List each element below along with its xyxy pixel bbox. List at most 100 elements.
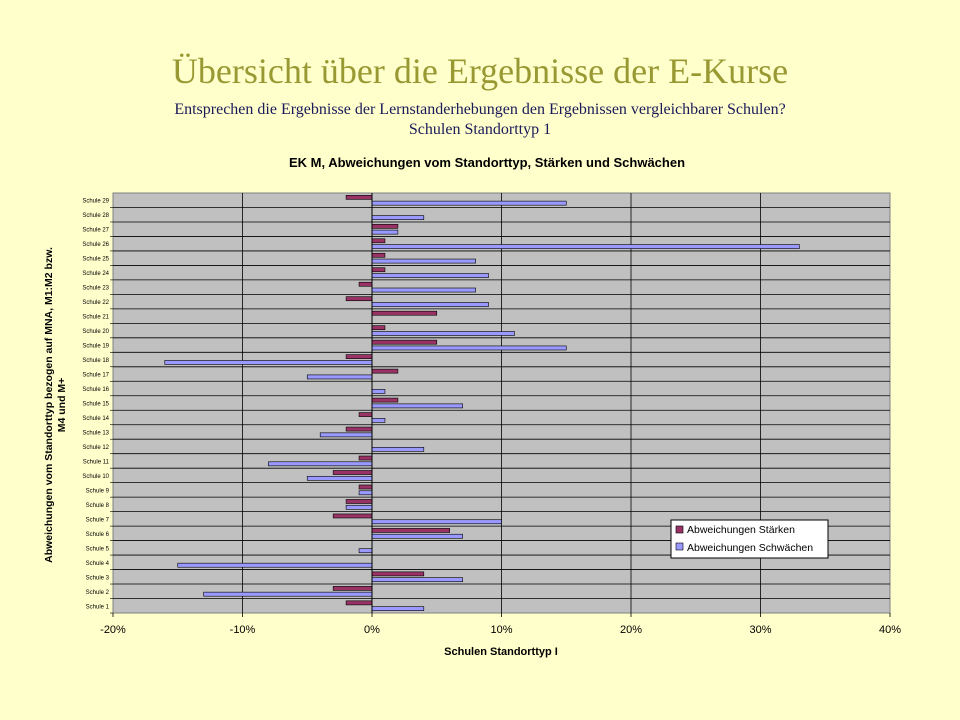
y-tick-label: Schule 3 bbox=[86, 575, 110, 581]
bar-staerken bbox=[358, 281, 373, 287]
y-tick-label: Schule 6 bbox=[86, 532, 110, 538]
bar-staerken bbox=[345, 426, 373, 432]
bar-staerken bbox=[332, 586, 373, 591]
y-axis-label-line1: Abweichungen vom Standorttyp bezogen auf… bbox=[43, 247, 55, 563]
y-tick-label: Schule 24 bbox=[82, 271, 109, 277]
y-tick-label: Schule 11 bbox=[83, 459, 110, 465]
bar-schwaechen bbox=[371, 215, 425, 220]
bar-schwaechen bbox=[345, 504, 373, 510]
bar-schwaechen bbox=[306, 374, 373, 380]
slide-subtitle: Entsprechen die Ergebnisse der Lernstand… bbox=[0, 100, 960, 140]
x-tick-labels: -20% -10% 0% 10% 20% 30% 40% bbox=[100, 613, 901, 636]
y-tick-label: Schule 26 bbox=[82, 242, 109, 248]
y-tick-label: Schule 21 bbox=[82, 315, 109, 321]
x-tick-label: 40% bbox=[879, 624, 901, 636]
chart-title: EK M, Abweichungen vom Standorttyp, Stär… bbox=[289, 155, 685, 170]
bar-staerken bbox=[371, 339, 438, 345]
y-tick-label: Schule 25 bbox=[82, 257, 109, 263]
legend-label-schwaechen: Abweichungen Schwächen bbox=[687, 542, 813, 554]
y-tick-label: Schule 20 bbox=[82, 329, 109, 335]
bar-schwaechen bbox=[371, 345, 567, 351]
y-tick-label: Schule 12 bbox=[82, 445, 109, 451]
y-tick-labels: Schule 1 Schule 2 Schule 3 Schule 4 Schule 5… bbox=[82, 199, 113, 614]
bar-staerken bbox=[371, 571, 425, 577]
x-tick-label: 30% bbox=[749, 624, 771, 636]
subtitle-school-type: Schulen Standorttyp 1 bbox=[408, 121, 552, 138]
bar-schwaechen bbox=[177, 562, 373, 568]
bar-schwaechen bbox=[371, 533, 463, 539]
bar-schwaechen bbox=[371, 403, 463, 409]
bar-schwaechen bbox=[203, 591, 373, 597]
y-tick-label: Schule 7 bbox=[86, 517, 110, 523]
bar-schwaechen bbox=[371, 302, 489, 307]
y-tick-label: Schule 29 bbox=[82, 199, 109, 205]
bar-staerken bbox=[332, 470, 373, 475]
y-tick-label: Schule 5 bbox=[86, 546, 110, 552]
y-tick-label: Schule 2 bbox=[86, 590, 110, 596]
bar-schwaechen bbox=[371, 606, 425, 611]
bar-staerken bbox=[371, 325, 386, 331]
bar-schwaechen bbox=[306, 475, 373, 481]
bar-schwaechen bbox=[358, 490, 373, 496]
bar-schwaechen bbox=[164, 360, 373, 365]
y-tick-label: Schule 23 bbox=[82, 286, 109, 292]
bar-staerken bbox=[371, 368, 399, 374]
y-tick-label: Schule 18 bbox=[82, 358, 109, 364]
bar-schwaechen bbox=[371, 447, 425, 452]
legend-swatch-staerken bbox=[675, 525, 684, 534]
bar-staerken bbox=[371, 397, 399, 403]
y-tick-label: Schule 22 bbox=[82, 300, 109, 306]
y-tick-label: Schule 13 bbox=[82, 430, 109, 436]
y-tick-label: Schule 17 bbox=[82, 373, 109, 379]
bar-schwaechen bbox=[371, 229, 399, 235]
y-axis-label: Abweichungen vom Standorttyp bezogen auf… bbox=[43, 247, 68, 563]
bar-staerken bbox=[345, 195, 373, 200]
bar-staerken bbox=[345, 499, 373, 504]
bar-schwaechen bbox=[358, 548, 373, 554]
y-tick-label: Schule 1 bbox=[86, 604, 110, 610]
bar-staerken bbox=[371, 223, 399, 229]
bar-staerken bbox=[345, 354, 373, 359]
bar-schwaechen bbox=[371, 287, 476, 293]
bar-staerken bbox=[358, 455, 373, 461]
bar-schwaechen bbox=[371, 519, 502, 525]
bar-staerken bbox=[371, 528, 450, 533]
x-tick-label: 20% bbox=[620, 624, 642, 636]
y-tick-label: Schule 10 bbox=[82, 474, 109, 480]
bar-staerken bbox=[371, 267, 386, 273]
x-tick-label: 0% bbox=[364, 624, 380, 636]
y-tick-label: Schule 19 bbox=[82, 344, 109, 350]
bars bbox=[164, 193, 800, 613]
y-tick-label: Schule 27 bbox=[82, 228, 109, 234]
y-tick-label: Schule 16 bbox=[82, 387, 109, 393]
bar-staerken bbox=[371, 310, 438, 316]
legend-box bbox=[670, 519, 829, 559]
legend: Abweichungen Stärken Abweichungen Schwäc… bbox=[670, 519, 829, 559]
x-axis-label: Schulen Standorttyp I bbox=[444, 646, 558, 658]
bar-schwaechen bbox=[371, 273, 489, 278]
bar-staerken bbox=[358, 412, 373, 417]
legend-label-staerken: Abweichungen Stärken bbox=[687, 524, 795, 536]
bar-schwaechen bbox=[371, 389, 386, 394]
y-axis-label-line2: M4 und M+ bbox=[56, 378, 68, 433]
x-tick-label: -10% bbox=[230, 624, 256, 636]
x-tick-label: -20% bbox=[100, 624, 126, 636]
y-tick-label: Schule 15 bbox=[82, 402, 109, 408]
bar-staerken bbox=[332, 513, 373, 519]
bar-schwaechen bbox=[371, 577, 463, 583]
bar-schwaechen bbox=[371, 418, 386, 423]
bar-schwaechen bbox=[268, 461, 373, 467]
bar-staerken bbox=[371, 252, 386, 258]
subtitle-question: Entsprechen die Ergebnisse der Lernstand… bbox=[174, 101, 786, 118]
x-tick-label: 10% bbox=[490, 624, 512, 636]
bar-staerken bbox=[345, 296, 373, 302]
bar-staerken bbox=[345, 600, 373, 606]
gridlines bbox=[113, 193, 890, 613]
bar-schwaechen bbox=[371, 244, 800, 249]
y-tick-label: Schule 14 bbox=[82, 416, 109, 422]
bar-schwaechen bbox=[371, 331, 515, 336]
bar-staerken bbox=[358, 484, 373, 490]
bar-schwaechen bbox=[371, 258, 476, 264]
legend-swatch-schwaechen bbox=[675, 542, 684, 551]
